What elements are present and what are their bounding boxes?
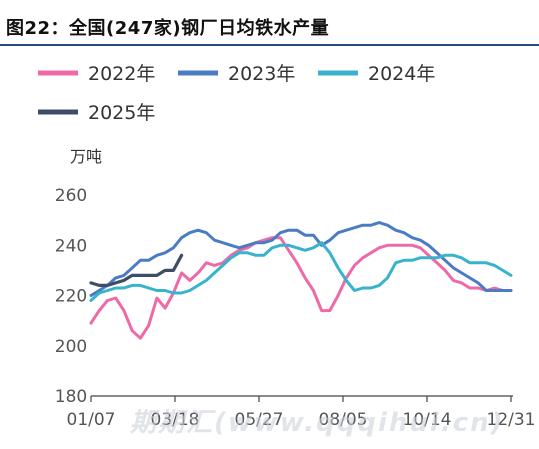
x-tick-label: 12/31 [487, 410, 536, 430]
x-tick-label: 01/07 [67, 410, 116, 430]
series-line-2022 [89, 236, 513, 340]
watermark: 期期汇(www.qqqihui.cn) [130, 408, 505, 438]
figure-title: 图22：全国(247家)钢厂日均铁水产量 [6, 18, 330, 39]
legend-label: 2023年 [228, 63, 295, 85]
x-tick-label: 08/05 [319, 410, 368, 430]
x-axis: 01/07 03/18 05/27 08/05 10/14 12/31 [67, 395, 536, 430]
series-group [89, 221, 513, 340]
y-tick-label: 200 [55, 337, 87, 357]
x-tick-label: 10/14 [403, 410, 452, 430]
x-tick-label: 05/27 [235, 410, 284, 430]
title-bar: 图22：全国(247家)钢厂日均铁水产量 [0, 0, 539, 46]
legend-label: 2024年 [368, 63, 435, 85]
legend-label: 2025年 [88, 102, 155, 124]
series-line-2023 [89, 221, 513, 297]
y-tick-label: 260 [55, 186, 87, 206]
legend: 2022年 2023年 2024年 2025年 [38, 63, 435, 124]
y-tick-label: 240 [55, 236, 87, 256]
y-tick-label: 220 [55, 287, 87, 307]
series-line-2025 [89, 253, 184, 287]
legend-label: 2022年 [88, 63, 155, 85]
y-unit-label: 万吨 [70, 147, 102, 166]
series-line-2024 [89, 241, 513, 302]
y-tick-label: 180 [55, 387, 87, 407]
x-tick-label: 03/18 [151, 410, 200, 430]
y-axis: 180 200 220 240 260 [55, 186, 87, 407]
